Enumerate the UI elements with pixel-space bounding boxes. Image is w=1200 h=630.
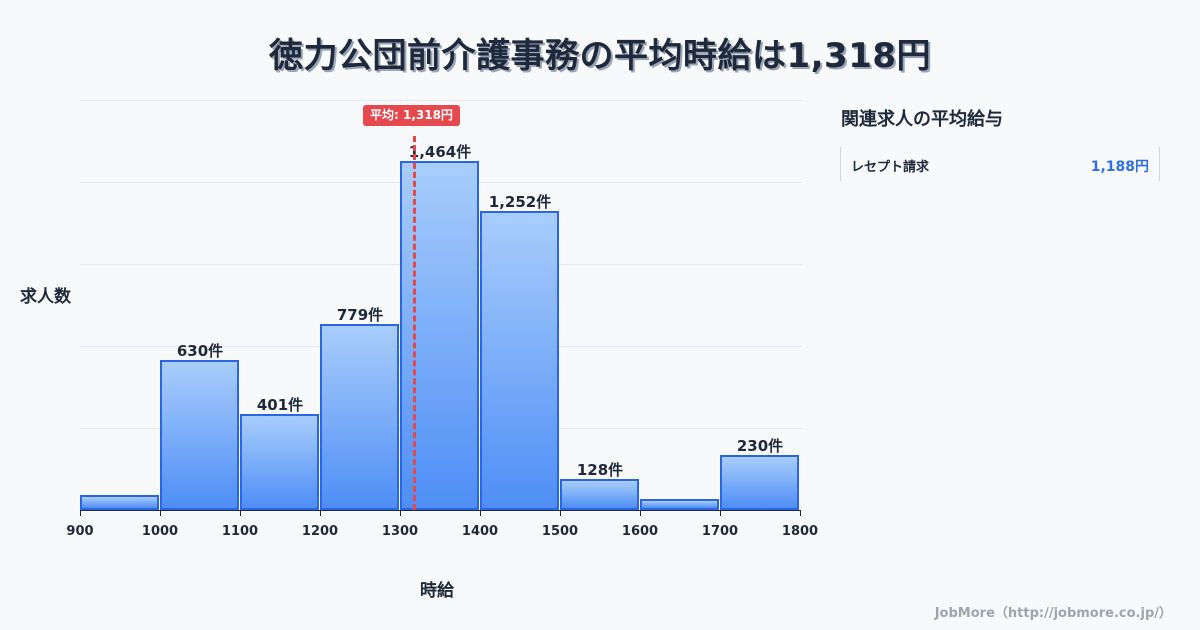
related-job-wage: 1,188円: [1090, 159, 1149, 175]
x-tick: [240, 510, 241, 516]
source-credit: JobMore（http://jobmore.co.jp/）: [934, 606, 1172, 621]
x-tick-label: 1400: [461, 524, 499, 539]
x-tick-label: 1000: [141, 524, 179, 539]
histogram-bar: [80, 495, 159, 510]
bar-value-label: 779件: [336, 306, 384, 324]
x-axis-label: 時給: [420, 581, 454, 601]
histogram-bar: [320, 324, 399, 510]
x-tick-label: 1600: [621, 524, 659, 539]
average-line: [413, 136, 416, 510]
y-axis-label: 求人数: [20, 287, 71, 307]
x-tick: [640, 510, 641, 516]
x-tick: [720, 510, 721, 516]
bar-value-label: 230件: [736, 437, 784, 455]
gridline: [80, 100, 802, 101]
x-tick: [80, 510, 81, 516]
average-badge: 平均: 1,318円: [363, 105, 460, 126]
histogram-bar: [400, 161, 479, 510]
related-jobs-title: 関連求人の平均給与: [841, 109, 1003, 130]
x-tick-label: 1100: [221, 524, 259, 539]
x-tick-label: 1700: [701, 524, 739, 539]
histogram-bar: [640, 499, 719, 510]
x-tick: [400, 510, 401, 516]
related-job-item[interactable]: レセプト請求 1,188円: [840, 147, 1160, 181]
histogram-bar: [240, 414, 319, 510]
bar-value-label: 401件: [256, 396, 304, 414]
x-tick-label: 1200: [301, 524, 339, 539]
bar-value-label: 630件: [176, 342, 224, 360]
x-axis: [80, 510, 800, 511]
related-job-name: レセプト請求: [851, 160, 930, 175]
x-tick: [480, 510, 481, 516]
histogram-bar: [480, 211, 559, 510]
x-tick: [800, 510, 801, 516]
x-tick-label: 900: [66, 524, 94, 539]
bar-value-label: 1,252件: [488, 193, 552, 211]
histogram-bar: [160, 360, 239, 510]
x-tick: [320, 510, 321, 516]
x-tick: [160, 510, 161, 516]
x-tick-label: 1300: [381, 524, 419, 539]
page-title: 徳力公団前介護事務の平均時給は1,318円: [268, 36, 932, 76]
x-tick-label: 1800: [781, 524, 819, 539]
bar-value-label: 128件: [576, 461, 624, 479]
histogram-bar: [560, 479, 639, 510]
x-tick: [560, 510, 561, 516]
histogram-bar: [720, 455, 799, 510]
bar-value-label: 1,464件: [408, 143, 472, 161]
x-tick-label: 1500: [541, 524, 579, 539]
histogram-chart: 求人数 630件 401件 779件 1,464件 1,252件 128件 23…: [20, 100, 818, 601]
